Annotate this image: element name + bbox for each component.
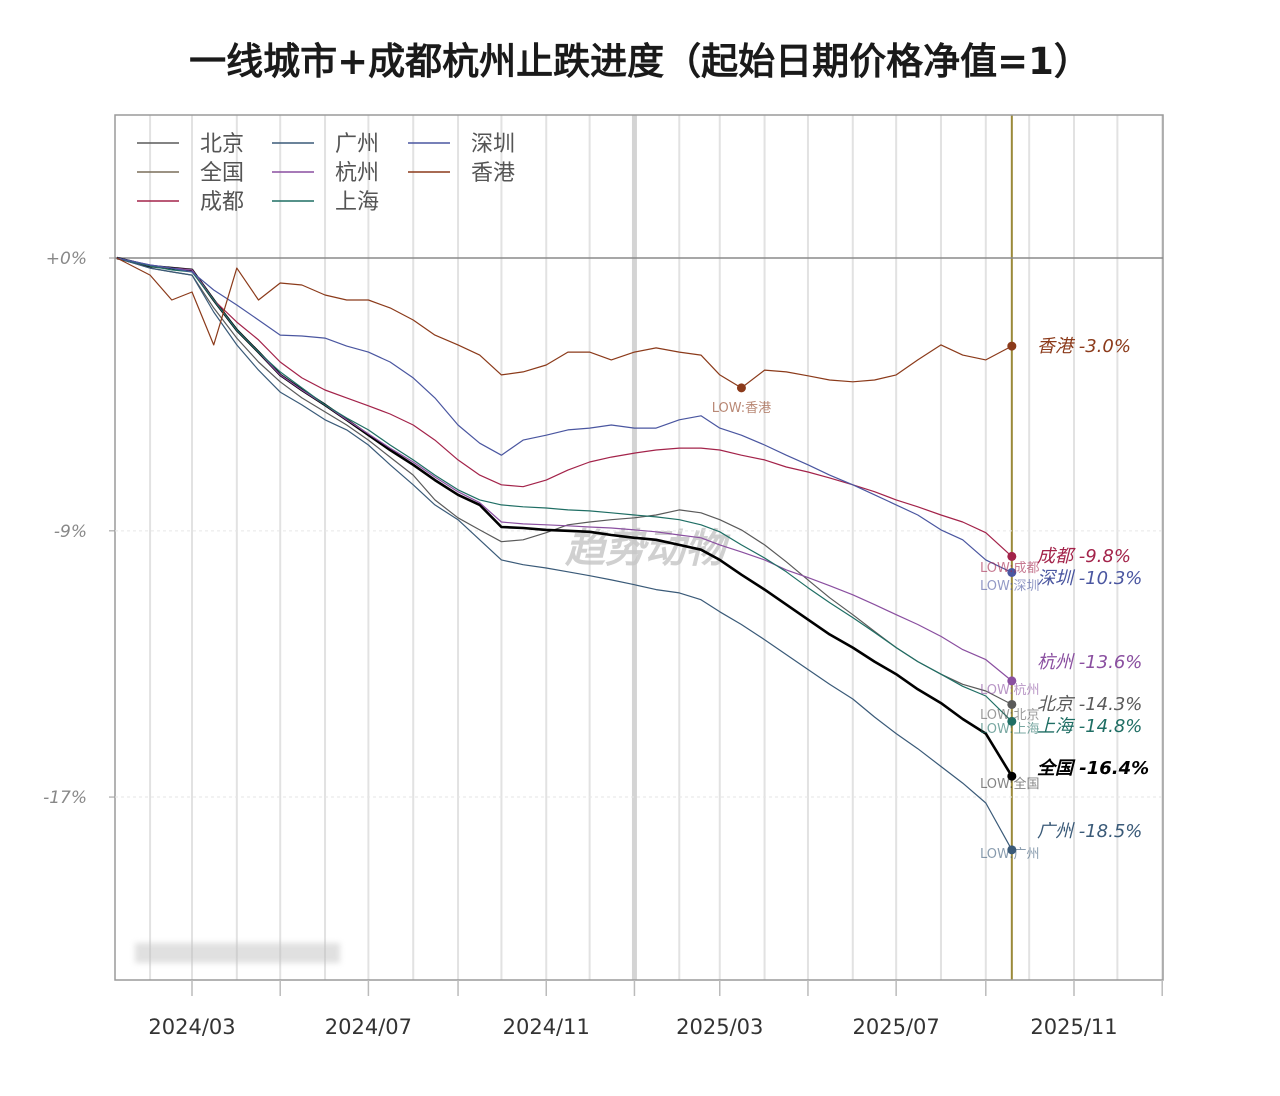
series-end-label-3: 广州 -18.5% bbox=[1037, 821, 1142, 842]
series-end-point-5 bbox=[1007, 716, 1017, 726]
x-tick-label: 2025/07 bbox=[853, 1015, 940, 1039]
legend-label-6: 深圳 bbox=[471, 132, 515, 157]
series-low-label-4: LOW:杭州 bbox=[980, 683, 1039, 698]
series-line-1 bbox=[116, 256, 1013, 777]
series-line-4 bbox=[116, 257, 1013, 682]
y-tick-label: +0% bbox=[46, 249, 87, 269]
y-axis: +0% -9% -17% bbox=[43, 249, 1163, 808]
plot-frame bbox=[114, 114, 1164, 981]
series-end-label-6: 深圳 -10.3% bbox=[1037, 568, 1142, 589]
x-tick-label: 2025/11 bbox=[1030, 1015, 1117, 1039]
series-line-7 bbox=[116, 257, 1013, 389]
series-end-point-0 bbox=[1007, 699, 1017, 709]
x-tick-label: 2025/03 bbox=[676, 1015, 763, 1039]
legend-label-5: 上海 bbox=[335, 190, 379, 215]
series-low-label-2: LOW:成都 bbox=[980, 561, 1039, 576]
legend-label-1: 全国 bbox=[200, 161, 244, 186]
series-low-label-1: LOW:全国 bbox=[980, 776, 1039, 792]
series-end-label-7: 香港 -3.0% bbox=[1037, 336, 1131, 357]
series-lines bbox=[116, 256, 1017, 855]
blurred-credit bbox=[135, 943, 340, 963]
series-low-label-5: LOW:上海 bbox=[980, 722, 1039, 737]
series-low-label-6: LOW:深圳 bbox=[980, 579, 1039, 594]
legend-label-4: 杭州 bbox=[335, 161, 379, 186]
series-low-label-3: LOW:广州 bbox=[980, 847, 1039, 862]
legend-label-2: 成都 bbox=[200, 190, 244, 215]
series-line-3 bbox=[116, 257, 1013, 851]
series-end-point-4 bbox=[1007, 676, 1017, 686]
series-end-point-2 bbox=[1007, 551, 1017, 561]
grid-lines bbox=[149, 115, 1164, 980]
x-axis: 2024/03 2024/07 2024/11 2025/03 2025/07 2025/… bbox=[148, 980, 1163, 1039]
series-end-label-1: 全国 -16.4% bbox=[1037, 758, 1149, 779]
series-line-0 bbox=[116, 257, 1013, 705]
y-tick-label: -17% bbox=[43, 788, 87, 808]
watermark: 趋势动物 bbox=[564, 526, 731, 572]
series-line-5 bbox=[116, 257, 1013, 722]
series-low-point bbox=[736, 383, 746, 393]
series-end-label-5: 上海 -14.8% bbox=[1037, 716, 1142, 737]
legend-label-3: 广州 bbox=[335, 132, 379, 157]
series-end-point-6 bbox=[1007, 567, 1017, 577]
series-end-point-1 bbox=[1007, 771, 1017, 781]
series-low-label-7: LOW:香港 bbox=[712, 401, 771, 416]
series-line-6 bbox=[116, 257, 1013, 574]
legend-label-0: 北京 bbox=[200, 132, 244, 157]
series-end-label-2: 成都 -9.8% bbox=[1037, 546, 1131, 567]
x-tick-label: 2024/07 bbox=[325, 1015, 412, 1039]
series-end-point-7 bbox=[1007, 341, 1017, 351]
y-tick-label: -9% bbox=[54, 522, 87, 542]
series-end-label-4: 杭州 -13.6% bbox=[1037, 652, 1142, 673]
series-low-label-0: LOW:北京 bbox=[980, 708, 1039, 723]
series-end-label-0: 北京 -14.3% bbox=[1037, 694, 1142, 715]
series-line-2 bbox=[116, 257, 1013, 557]
x-tick-label: 2024/03 bbox=[148, 1015, 235, 1039]
series-end-point-3 bbox=[1007, 845, 1017, 855]
x-tick-label: 2024/11 bbox=[503, 1015, 590, 1039]
legend-label-7: 香港 bbox=[471, 161, 515, 186]
chart-title: 一线城市+成都杭州止跌进度（起始日期价格净值=1） bbox=[189, 40, 1091, 83]
